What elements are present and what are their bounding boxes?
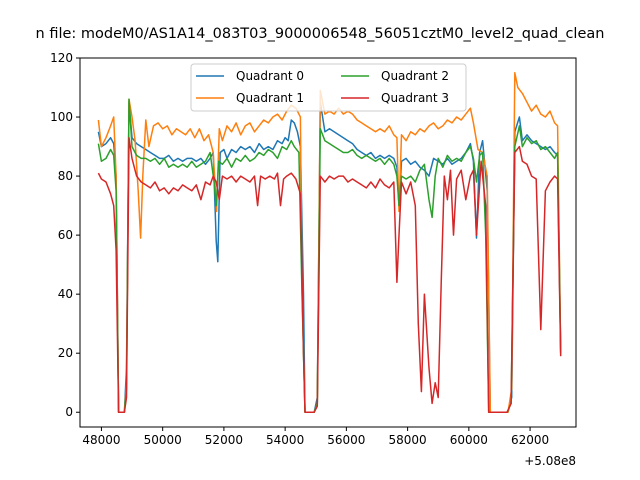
series-line-quadrant-0	[97, 101, 562, 413]
x-tick-label: 58000	[389, 433, 427, 447]
y-tick-label: 40	[58, 287, 73, 301]
x-tick-label: 52000	[205, 433, 243, 447]
legend-label: Quadrant 0	[236, 69, 304, 83]
series-line-quadrant-2	[97, 98, 562, 413]
x-tick-label: 50000	[144, 433, 182, 447]
x-tick-label: 60000	[450, 433, 488, 447]
legend-box	[190, 63, 467, 112]
series-layer	[97, 72, 562, 413]
legend-label: Quadrant 2	[381, 69, 449, 83]
y-tick-label: 80	[58, 169, 73, 183]
x-tick-label: 54000	[266, 433, 304, 447]
chart-title: n file: modeM0/AS1A14_083T03_9000006548_…	[36, 26, 605, 42]
legend: Quadrant 0 Quadrant 1 Quadrant 2 Quadrant 3	[190, 63, 467, 112]
y-axis: 0 20 40 60 80 100 120	[50, 51, 80, 419]
series-line-quadrant-3	[97, 136, 562, 413]
series-line-quadrant-1	[97, 72, 562, 413]
x-tick-label: 56000	[327, 433, 365, 447]
y-tick-label: 120	[50, 51, 73, 65]
y-tick-label: 20	[58, 346, 73, 360]
plot-frame	[79, 57, 577, 428]
x-offset-label: +5.08e8	[524, 454, 576, 468]
y-tick-label: 100	[50, 110, 73, 124]
y-tick-label: 60	[58, 228, 73, 242]
legend-label: Quadrant 3	[381, 91, 449, 105]
x-tick-label: 48000	[82, 433, 120, 447]
x-axis: 48000 50000 52000 54000 56000 58000 60000 62000	[82, 427, 549, 447]
y-tick-label: 0	[65, 405, 73, 419]
legend-label: Quadrant 1	[236, 91, 304, 105]
x-tick-label: 62000	[511, 433, 549, 447]
